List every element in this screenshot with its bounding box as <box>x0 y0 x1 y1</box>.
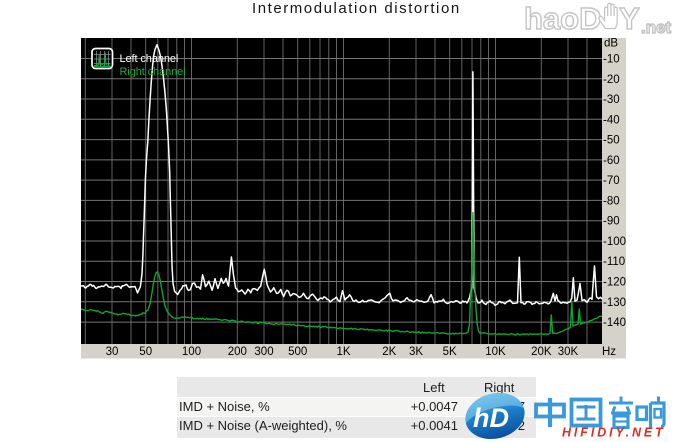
svg-text:hD: hD <box>473 403 509 433</box>
svg-text:30: 30 <box>106 346 119 358</box>
svg-text:dB: dB <box>604 38 618 50</box>
svg-text:2K: 2K <box>382 346 396 358</box>
svg-text:-40: -40 <box>603 114 620 126</box>
svg-text:-90: -90 <box>603 216 620 228</box>
svg-text:300: 300 <box>254 346 273 358</box>
svg-text:-80: -80 <box>603 195 620 207</box>
svg-text:500: 500 <box>288 346 307 358</box>
svg-text:-130: -130 <box>603 297 626 309</box>
svg-text:HIFIDIY.NET: HIFIDIY.NET <box>562 426 666 440</box>
svg-text:Y: Y <box>619 1 640 36</box>
svg-text:3K: 3K <box>409 346 423 358</box>
svg-text:Hz: Hz <box>602 346 616 358</box>
svg-text:20K: 20K <box>531 346 552 358</box>
svg-text:-20: -20 <box>603 74 620 86</box>
svg-text:-50: -50 <box>603 135 620 147</box>
svg-text:Right channel: Right channel <box>120 66 186 78</box>
svg-text:100: 100 <box>182 346 201 358</box>
svg-text:.net: .net <box>641 18 672 37</box>
svg-text:-70: -70 <box>603 175 620 187</box>
svg-text:1K: 1K <box>336 346 350 358</box>
svg-text:haoD: haoD <box>524 1 602 36</box>
svg-text:-140: -140 <box>603 317 626 329</box>
svg-text:-120: -120 <box>603 277 626 289</box>
svg-text:-60: -60 <box>603 155 620 167</box>
svg-text:10K: 10K <box>485 346 506 358</box>
svg-text:-100: -100 <box>603 236 626 248</box>
svg-text:Left channel: Left channel <box>120 53 179 65</box>
svg-text:-30: -30 <box>603 94 620 106</box>
svg-text:30K: 30K <box>558 346 579 358</box>
svg-text:-10: -10 <box>603 54 620 66</box>
svg-text:-110: -110 <box>603 256 625 268</box>
svg-text:200: 200 <box>228 346 247 358</box>
svg-text:50: 50 <box>139 346 152 358</box>
svg-text:5K: 5K <box>443 346 457 358</box>
